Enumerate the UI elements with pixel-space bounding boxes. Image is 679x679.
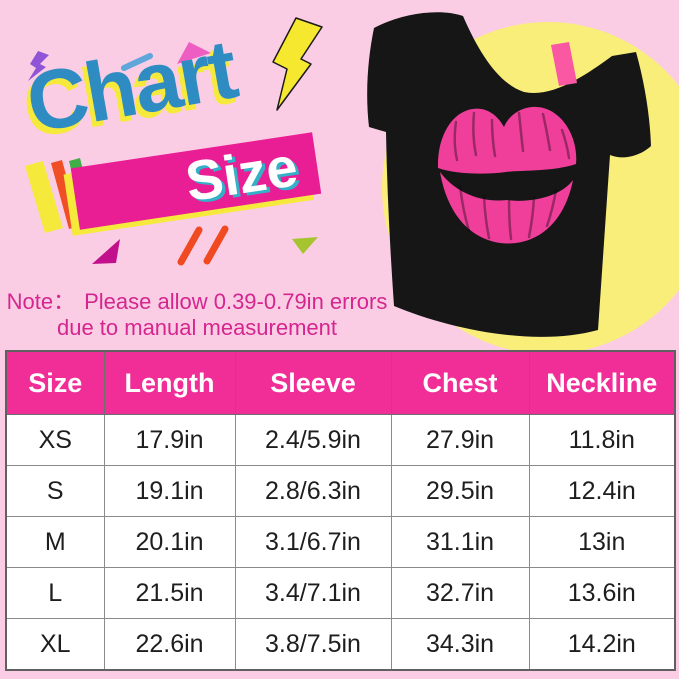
stripe-orange [51,160,80,229]
cell-size: XS [5,414,105,466]
cell-sleeve: 3.8/7.5in [234,618,392,671]
cell-neckline: 13in [528,516,676,568]
cell-sleeve: 3.1/6.7in [234,516,392,568]
yellow-lightning-icon [272,17,323,111]
hero-art [25,12,679,352]
column-header-chest: Chest [390,350,530,415]
cell-sleeve: 3.4/7.1in [234,567,392,619]
orange-dashes [177,225,229,266]
note-label: Note： [6,289,76,314]
cell-length: 17.9in [103,414,236,466]
green-triangle [292,237,318,254]
table-header-row: Size Length Sleeve Chest Neckline [5,350,676,415]
cell-sleeve: 2.4/5.9in [234,414,392,466]
cell-chest: 29.5in [390,465,530,517]
cell-length: 19.1in [103,465,236,517]
purple-lightning-icon [28,51,49,81]
cell-size: S [5,465,105,517]
cell-sleeve: 2.8/6.3in [234,465,392,517]
cell-chest: 27.9in [390,414,530,466]
cell-chest: 31.1in [390,516,530,568]
table-row: S 19.1in 2.8/6.3in 29.5in 12.4in [5,465,676,517]
table-row: M 20.1in 3.1/6.7in 31.1in 13in [5,516,676,568]
pink-triangle [177,42,211,64]
table-row: L 21.5in 3.4/7.1in 32.7in 13.6in [5,567,676,619]
lower-lip [440,172,573,244]
size-chart-table: Size Length Sleeve Chest Neckline XS 17.… [5,350,676,671]
column-header-neckline: Neckline [528,350,676,415]
cell-neckline: 14.2in [528,618,676,671]
confetti-decorations [25,17,323,266]
cell-length: 22.6in [103,618,236,671]
magenta-triangle [92,239,120,264]
hang-tag [551,42,577,86]
cell-size: M [5,516,105,568]
stripe-yellow [25,161,63,233]
column-header-size: Size [5,350,105,415]
cell-size: L [5,567,105,619]
measurement-note: Note： Please allow 0.39-0.79in errors due… [0,289,394,341]
cell-length: 21.5in [103,567,236,619]
note-text-1: Please allow 0.39-0.79in errors [84,289,388,314]
cell-neckline: 11.8in [528,414,676,466]
table-row: XL 22.6in 3.8/7.5in 34.3in 14.2in [5,618,676,671]
cell-size: XL [5,618,105,671]
cell-neckline: 12.4in [528,465,676,517]
lips-print [437,106,577,244]
column-header-length: Length [103,350,236,415]
hero-section: Chart Size Note： Please allow 0.39-0.79in… [0,12,679,352]
cell-neckline: 13.6in [528,567,676,619]
lip-texture [453,111,571,241]
cell-chest: 32.7in [390,567,530,619]
cell-chest: 34.3in [390,618,530,671]
note-line-1: Note： Please allow 0.39-0.79in errors [0,289,394,315]
upper-lip [437,106,577,174]
cell-length: 20.1in [103,516,236,568]
tshirt-image [367,12,651,337]
column-header-sleeve: Sleeve [234,350,392,415]
blue-dash [121,53,153,71]
note-text-2: due to manual measurement [56,315,338,340]
table-row: XS 17.9in 2.4/5.9in 27.9in 11.8in [5,414,676,466]
